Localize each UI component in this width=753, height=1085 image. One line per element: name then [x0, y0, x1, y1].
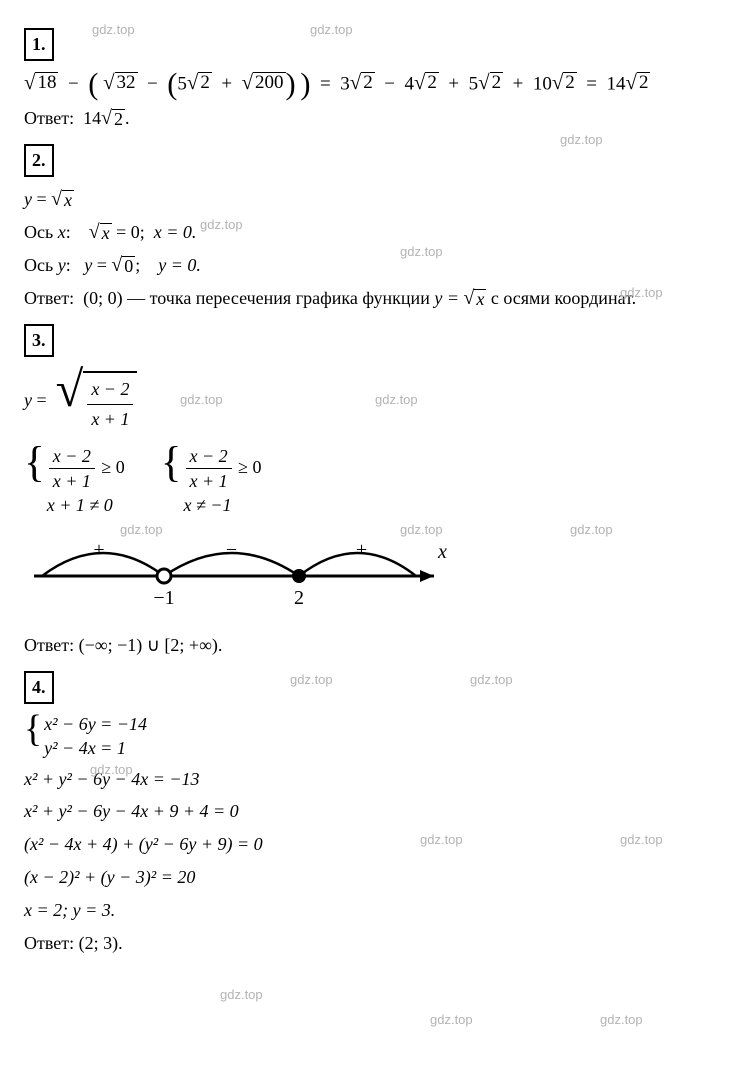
watermark-text: gdz.top	[600, 1010, 643, 1031]
watermark-text: gdz.top	[290, 670, 333, 691]
problem-1-number: 1.	[24, 28, 54, 61]
problem-2-function: y = √x	[24, 185, 729, 214]
watermark-text: gdz.top	[570, 520, 613, 541]
watermark-text: gdz.top	[420, 830, 463, 851]
svg-text:−: −	[226, 539, 237, 561]
watermark-text: gdz.top	[400, 520, 443, 541]
problem-4-step-4: (x − 2)² + (y − 3)² = 20	[24, 863, 729, 892]
watermark-text: gdz.top	[400, 242, 443, 263]
watermark-text: gdz.top	[180, 390, 223, 411]
watermark-text: gdz.top	[92, 20, 135, 41]
problem-1-expression: √18 − ( √32 − (5√2 + √200) ) = 3√2 − 4√2…	[24, 69, 729, 100]
svg-text:+: +	[93, 539, 104, 561]
problem-4-step-5: x = 2; y = 3.	[24, 896, 729, 925]
watermark-text: gdz.top	[620, 830, 663, 851]
watermark-text: gdz.top	[470, 670, 513, 691]
problem-2-axis-x: Ось x: √x = 0; x = 0.	[24, 218, 729, 247]
watermark-text: gdz.top	[375, 390, 418, 411]
watermark-text: gdz.top	[560, 130, 603, 151]
problem-2-axis-y: Ось y: y = √0; y = 0.	[24, 251, 729, 280]
problem-1-answer: Ответ: 14√2.	[24, 104, 729, 133]
problem-4-system: { x² − 6y = −14 y² − 4x = 1	[24, 712, 729, 761]
svg-text:2: 2	[294, 587, 304, 609]
problem-3-systems: { x − 2x + 1 ≥ 0 x + 1 ≠ 0 { x − 2x + 1 …	[24, 444, 729, 518]
problem-3-number: 3.	[24, 324, 54, 357]
watermark-text: gdz.top	[430, 1010, 473, 1031]
problem-4-step-2: x² + y² − 6y − 4x + 9 + 4 = 0	[24, 797, 729, 826]
watermark-text: gdz.top	[620, 283, 663, 304]
watermark-text: gdz.top	[310, 20, 353, 41]
problem-4-number: 4.	[24, 671, 54, 704]
problem-2-number: 2.	[24, 144, 54, 177]
problem-4-answer: Ответ: (2; 3).	[24, 929, 729, 958]
svg-text:+: +	[356, 539, 367, 561]
watermark-text: gdz.top	[200, 215, 243, 236]
svg-text:x: x	[437, 541, 447, 563]
svg-text:−1: −1	[153, 587, 174, 609]
problem-3-sign-chart: + − + x −1 2	[24, 528, 729, 627]
watermark-text: gdz.top	[220, 985, 263, 1006]
watermark-text: gdz.top	[90, 760, 133, 781]
problem-3-answer: Ответ: (−∞; −1) ∪ [2; +∞).	[24, 631, 729, 660]
watermark-text: gdz.top	[120, 520, 163, 541]
